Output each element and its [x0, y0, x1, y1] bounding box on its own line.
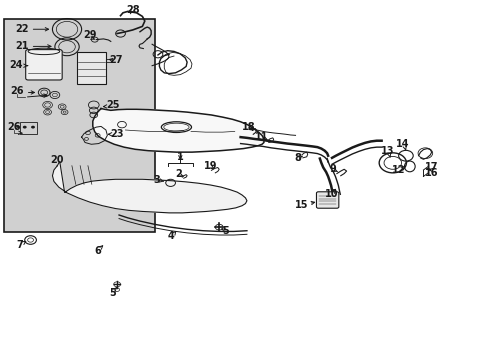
Text: 14: 14 [395, 139, 409, 149]
Text: 24: 24 [9, 60, 22, 70]
Text: 11: 11 [254, 132, 268, 142]
Bar [77, 52, 106, 84]
Text: 26: 26 [7, 122, 20, 132]
Text: 22: 22 [15, 24, 28, 34]
Text: 3: 3 [153, 175, 160, 185]
Text: 25: 25 [106, 100, 120, 110]
Circle shape [23, 126, 27, 129]
Text: 19: 19 [203, 161, 217, 171]
FancyBboxPatch shape [26, 50, 62, 80]
Text: 21: 21 [15, 41, 28, 51]
Text: 13: 13 [381, 146, 394, 156]
Text: 4: 4 [167, 231, 174, 242]
Polygon shape [52, 161, 246, 213]
Text: 29: 29 [83, 30, 97, 40]
FancyBboxPatch shape [316, 192, 338, 208]
Text: 28: 28 [125, 5, 139, 15]
Text: 2: 2 [175, 168, 182, 179]
Text: 5: 5 [222, 226, 229, 236]
Text: 16: 16 [424, 168, 438, 178]
Text: 12: 12 [391, 165, 405, 175]
Text: 27: 27 [109, 55, 122, 65]
Polygon shape [93, 109, 264, 152]
Text: 10: 10 [325, 189, 338, 199]
Text: 18: 18 [241, 122, 255, 132]
Text: 26: 26 [10, 86, 23, 96]
Text: 7: 7 [17, 240, 23, 250]
Text: 17: 17 [424, 162, 438, 172]
Text: 8: 8 [294, 153, 301, 163]
Bar [20, 122, 37, 134]
Text: 23: 23 [110, 129, 123, 139]
Text: 20: 20 [50, 156, 64, 165]
Text: 9: 9 [329, 164, 336, 174]
Text: 15: 15 [295, 200, 308, 210]
Circle shape [31, 126, 35, 129]
Text: 5: 5 [109, 288, 115, 297]
Text: 6: 6 [94, 246, 101, 256]
Bar [4, 19, 154, 232]
Text: 1: 1 [177, 152, 183, 162]
